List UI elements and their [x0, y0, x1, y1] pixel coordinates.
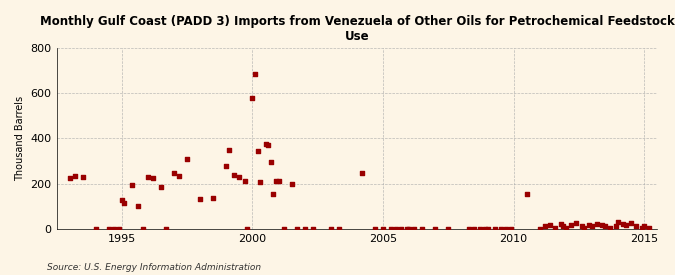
- Point: [404, 226, 414, 231]
- Point: [137, 226, 148, 231]
- Point: [417, 226, 428, 231]
- Point: [260, 142, 271, 146]
- Point: [587, 224, 597, 229]
- Point: [506, 226, 516, 231]
- Point: [265, 160, 276, 164]
- Point: [377, 226, 388, 231]
- Point: [370, 226, 381, 231]
- Point: [409, 226, 420, 231]
- Point: [333, 226, 344, 231]
- Y-axis label: Thousand Barrels: Thousand Barrels: [15, 96, 25, 181]
- Point: [385, 226, 396, 231]
- Point: [479, 226, 490, 231]
- Point: [156, 185, 167, 189]
- Point: [223, 148, 234, 152]
- Point: [119, 200, 130, 205]
- Text: Source: U.S. Energy Information Administration: Source: U.S. Energy Information Administ…: [47, 263, 261, 272]
- Point: [114, 226, 125, 231]
- Point: [469, 226, 480, 231]
- Point: [571, 221, 582, 225]
- Point: [161, 226, 171, 231]
- Point: [391, 226, 402, 231]
- Point: [618, 222, 628, 226]
- Point: [117, 198, 128, 203]
- Point: [208, 196, 219, 200]
- Point: [464, 226, 475, 231]
- Point: [250, 72, 261, 76]
- Point: [639, 224, 649, 229]
- Point: [299, 226, 310, 231]
- Point: [273, 179, 284, 183]
- Point: [325, 226, 336, 231]
- Point: [221, 163, 232, 168]
- Point: [637, 225, 647, 230]
- Point: [109, 226, 119, 231]
- Point: [535, 226, 545, 231]
- Point: [234, 175, 245, 179]
- Point: [169, 171, 180, 176]
- Point: [195, 197, 206, 202]
- Point: [142, 175, 153, 179]
- Point: [430, 226, 441, 231]
- Point: [584, 223, 595, 227]
- Point: [242, 226, 252, 231]
- Point: [556, 222, 566, 226]
- Title: Monthly Gulf Coast (PADD 3) Imports from Venezuela of Other Oils for Petrochemic: Monthly Gulf Coast (PADD 3) Imports from…: [40, 15, 674, 43]
- Point: [401, 226, 412, 231]
- Point: [132, 204, 143, 208]
- Point: [396, 226, 407, 231]
- Point: [620, 223, 631, 227]
- Point: [229, 172, 240, 177]
- Point: [560, 225, 571, 230]
- Point: [443, 226, 454, 231]
- Point: [644, 225, 655, 230]
- Point: [357, 171, 368, 176]
- Point: [77, 175, 88, 179]
- Point: [268, 191, 279, 196]
- Point: [566, 223, 576, 227]
- Point: [482, 226, 493, 231]
- Point: [599, 224, 610, 229]
- Point: [64, 176, 75, 180]
- Point: [539, 224, 550, 229]
- Point: [631, 224, 642, 229]
- Point: [278, 226, 289, 231]
- Point: [578, 225, 589, 230]
- Point: [103, 226, 114, 231]
- Point: [239, 179, 250, 183]
- Point: [247, 96, 258, 100]
- Point: [495, 226, 506, 231]
- Point: [521, 191, 532, 196]
- Point: [127, 183, 138, 187]
- Point: [592, 222, 603, 226]
- Point: [545, 223, 556, 227]
- Point: [286, 182, 297, 186]
- Point: [500, 226, 511, 231]
- Point: [263, 143, 273, 147]
- Point: [490, 226, 501, 231]
- Point: [90, 226, 101, 231]
- Point: [550, 225, 561, 230]
- Point: [605, 225, 616, 230]
- Point: [610, 224, 621, 229]
- Point: [148, 176, 159, 180]
- Point: [174, 174, 185, 178]
- Point: [252, 149, 263, 153]
- Point: [597, 223, 608, 227]
- Point: [271, 179, 281, 183]
- Point: [70, 174, 80, 178]
- Point: [558, 224, 568, 229]
- Point: [475, 226, 485, 231]
- Point: [292, 226, 302, 231]
- Point: [613, 220, 624, 224]
- Point: [182, 156, 192, 161]
- Point: [626, 221, 637, 225]
- Point: [255, 180, 266, 185]
- Point: [307, 226, 318, 231]
- Point: [576, 224, 587, 229]
